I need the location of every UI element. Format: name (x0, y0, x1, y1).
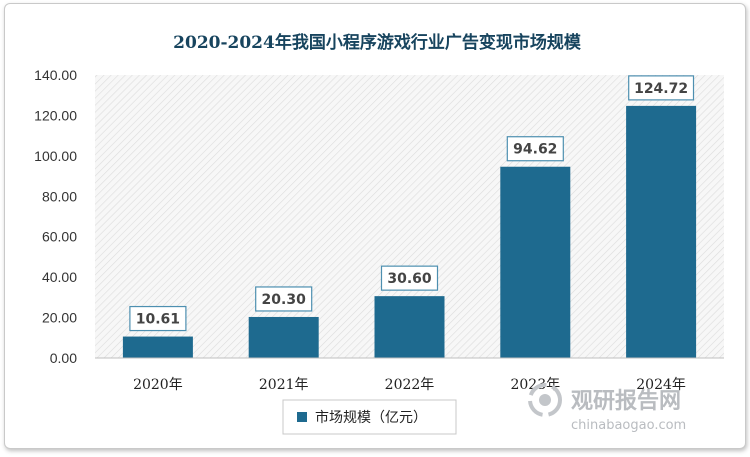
data-label: 10.61 (136, 312, 180, 328)
y-tick-label: 60.00 (42, 229, 77, 245)
y-tick-label: 140.00 (34, 67, 77, 83)
y-tick-label: 80.00 (42, 188, 77, 204)
x-tick-label: 2021年 (259, 377, 309, 393)
x-tick-label: 2020年 (133, 377, 183, 393)
x-axis: 2020年 2021年 2022年 2023年 2024年 (95, 357, 724, 393)
x-tick-label: 2022年 (385, 377, 435, 393)
data-label-box (380, 265, 439, 291)
legend-label: 市场规模（亿元） (315, 409, 427, 426)
y-tick-label: 0.00 (50, 350, 77, 366)
chart-title: 2020-2024年我国小程序游戏行业广告变现市场规模 (173, 32, 582, 53)
x-tick-label: 2023年 (510, 377, 560, 393)
data-label-box (628, 75, 695, 101)
data-labels: 10.61 20.30 30.60 94.62 124.72 (129, 75, 695, 332)
x-tick-label: 2024年 (636, 377, 686, 393)
bar (248, 316, 319, 358)
bar (374, 296, 445, 358)
y-tick-label: 40.00 (42, 269, 77, 285)
y-tick-label: 120.00 (34, 107, 77, 123)
data-label: 124.72 (634, 81, 688, 97)
legend: 市场规模（亿元） (282, 399, 457, 435)
chart-frame: 2020-2024年我国小程序游戏行业广告变现市场规模 0.00 20.00 40.… (4, 3, 746, 449)
bar-chart: 2020-2024年我国小程序游戏行业广告变现市场规模 0.00 20.00 40.… (34, 32, 724, 435)
bar (626, 105, 697, 359)
data-label: 94.62 (513, 142, 557, 158)
y-tick-label: 20.00 (42, 310, 77, 326)
legend-swatch (297, 412, 307, 422)
data-label-box (506, 136, 564, 162)
watermark-text-en: chinabaogao.com (571, 418, 686, 433)
data-label-box (129, 305, 187, 332)
y-axis: 0.00 20.00 40.00 60.00 80.00 100.00 120.00 140.… (34, 67, 77, 366)
bar (500, 166, 571, 358)
y-tick-label: 100.00 (34, 148, 77, 164)
legend-box (282, 399, 457, 435)
chinabaogao-logo-icon (528, 383, 562, 417)
data-label: 30.60 (387, 271, 432, 287)
watermark-text-cn: 观研报告网 (571, 389, 681, 414)
bar-series (122, 105, 697, 359)
bar (122, 336, 193, 358)
watermark: 观研报告网 chinabaogao.com (528, 383, 686, 433)
data-label: 20.30 (262, 292, 307, 308)
data-label-box (255, 286, 313, 312)
